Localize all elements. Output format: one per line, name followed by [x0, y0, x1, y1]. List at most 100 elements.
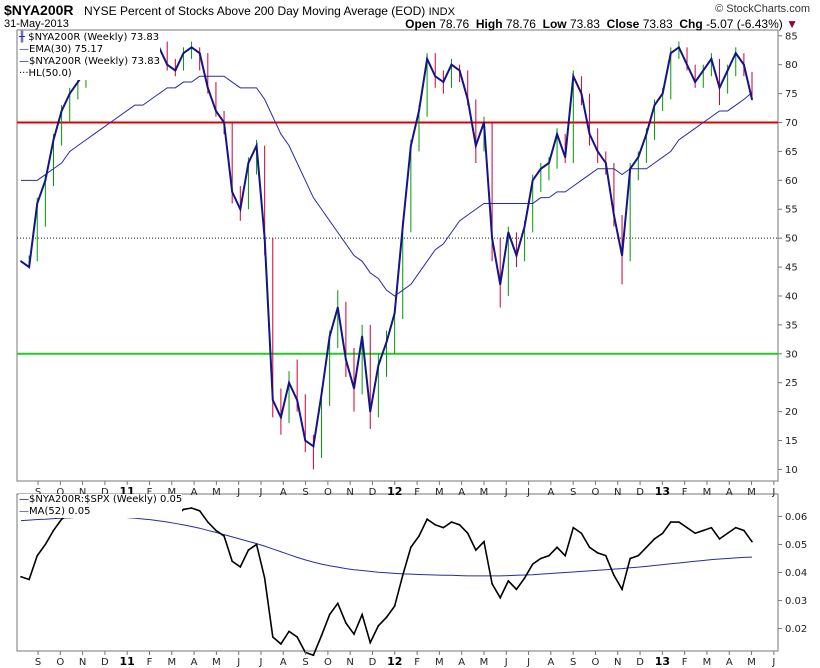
- x-month-label: N: [79, 657, 86, 668]
- ratio-point: [385, 616, 388, 619]
- high-value: 78.76: [505, 17, 536, 31]
- ratio-point: [458, 524, 461, 526]
- brand-logo[interactable]: © StockCharts.com: [715, 3, 810, 15]
- ratio-point: [475, 549, 477, 551]
- ratio-point: [596, 552, 599, 554]
- price-point: [296, 399, 299, 401]
- ratio-point: [223, 535, 225, 537]
- price-point: [742, 63, 745, 66]
- chart-exchange: INDX: [428, 6, 455, 18]
- ratio-point: [743, 529, 745, 532]
- y-tick-label: 75: [785, 89, 798, 100]
- x-month-label: J: [771, 657, 775, 668]
- ratio-point: [231, 560, 233, 563]
- ratio-point: [710, 526, 713, 529]
- x-month-label: M: [212, 487, 221, 498]
- price-point: [645, 133, 648, 135]
- y-tick-label: 55: [785, 205, 798, 216]
- x-year-label: 11: [120, 655, 135, 668]
- y-tick-label: 20: [785, 407, 798, 418]
- x-month-label: S: [570, 657, 576, 668]
- ratio-point: [377, 624, 380, 627]
- price-point: [734, 52, 737, 55]
- price-point: [247, 162, 250, 164]
- ratio-point: [263, 577, 266, 579]
- ratio-point: [613, 574, 615, 577]
- ratio-point: [751, 540, 753, 543]
- x-month-label: M: [703, 487, 712, 498]
- price-point: [353, 387, 355, 390]
- ratio-point: [564, 554, 566, 557]
- price-point: [556, 133, 558, 135]
- legend-main2-label: $NYA200R (Weekly) 73.83: [29, 56, 160, 67]
- x-month-label: M: [703, 657, 712, 668]
- legend-ma-item: —MA(52) 0.05: [19, 506, 182, 518]
- ratio-point: [60, 518, 63, 521]
- x-month-label: D: [369, 487, 377, 498]
- x-month-label: A: [191, 487, 198, 498]
- price-point: [653, 104, 656, 107]
- y-tick-label: 60: [785, 176, 798, 187]
- price-point: [288, 381, 290, 384]
- legend-ema-label: EMA(30) 75.17: [29, 44, 104, 55]
- x-month-label: A: [458, 657, 465, 668]
- x-month-label: F: [147, 657, 153, 668]
- ratio-point: [328, 613, 331, 616]
- price-point: [239, 208, 242, 211]
- x-month-label: N: [346, 657, 353, 668]
- price-point: [320, 393, 323, 396]
- ratio-point: [726, 532, 729, 535]
- ratio-point: [540, 557, 542, 560]
- ratio-point: [694, 532, 696, 535]
- line-swatch-icon: —: [19, 56, 29, 67]
- ratio-point: [280, 643, 282, 645]
- price-point: [726, 69, 729, 72]
- x-month-label: M: [435, 657, 444, 668]
- price-point: [52, 138, 55, 141]
- price-point: [401, 225, 404, 228]
- x-month-label: M: [435, 487, 444, 498]
- price-point: [539, 167, 542, 170]
- ratio-point: [401, 574, 404, 577]
- x-month-label: A: [726, 487, 733, 498]
- price-point: [572, 75, 575, 78]
- legend-main-label: $NYA200R (Weekly) 73.83: [28, 32, 160, 43]
- ratio-point: [580, 532, 583, 535]
- price-point: [304, 439, 307, 442]
- legend-hl-label: HL(50.0): [28, 68, 72, 79]
- price-point: [604, 162, 607, 164]
- ratio-point: [450, 521, 453, 523]
- open-label: Open: [405, 17, 436, 31]
- ratio-point: [556, 546, 558, 549]
- close-value: 73.83: [642, 17, 673, 31]
- x-month-label: D: [101, 657, 109, 668]
- ratio-point: [653, 538, 656, 540]
- x-month-label: S: [302, 657, 308, 668]
- price-point: [198, 52, 201, 55]
- y-tick-label: 80: [785, 60, 798, 71]
- price-point: [28, 266, 31, 268]
- x-year-label: 12: [387, 655, 402, 668]
- y-tick-label: 85: [785, 31, 798, 42]
- x-month-label: J: [259, 487, 263, 498]
- y-tick-label: 70: [785, 118, 798, 129]
- ratio-point: [182, 508, 185, 511]
- ratio-point: [345, 622, 347, 624]
- ratio-point: [466, 532, 469, 535]
- x-month-label: O: [592, 657, 600, 668]
- y-tick-label: 10: [785, 465, 798, 476]
- ratio-line: [20, 501, 753, 657]
- ratio-point: [28, 578, 30, 581]
- line-swatch-icon: —: [19, 44, 29, 55]
- price-point: [588, 133, 591, 135]
- price-point: [271, 399, 274, 401]
- chart-description-text: NYSE Percent of Stocks Above 200 Day Mov…: [84, 4, 426, 18]
- y-tick-label: 45: [785, 263, 798, 274]
- ratio-point: [442, 526, 445, 529]
- ratio-point: [588, 546, 591, 549]
- ratio-point: [361, 613, 363, 616]
- price-point: [751, 98, 753, 101]
- ratio-point: [190, 507, 193, 509]
- price-point: [361, 335, 364, 338]
